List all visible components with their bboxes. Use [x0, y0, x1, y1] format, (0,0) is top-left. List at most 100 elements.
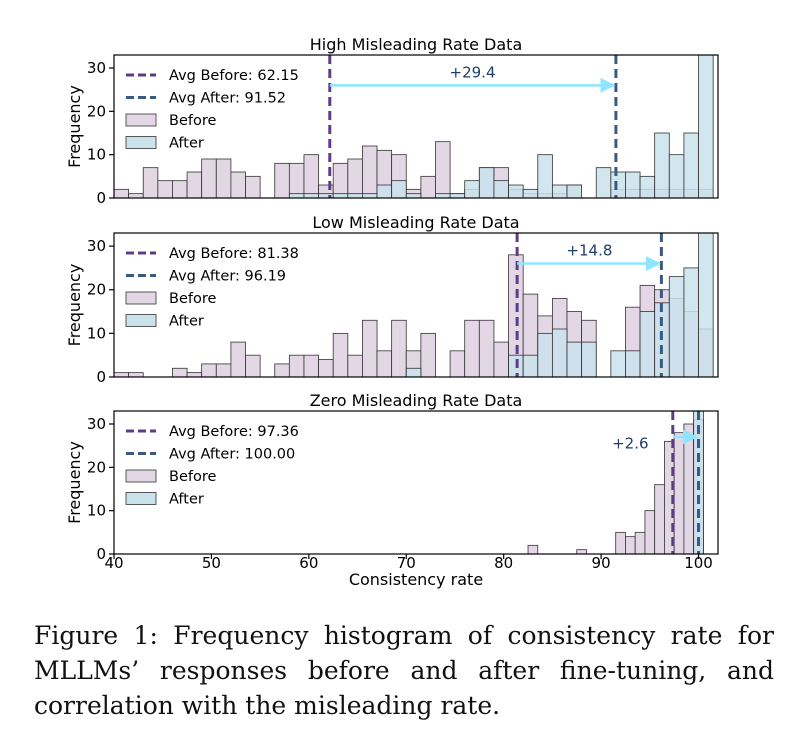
legend-label: After: [169, 314, 204, 330]
bar: [215, 158, 232, 199]
series-after-bars: [288, 54, 714, 199]
legend-label: Avg After: 100.00: [169, 447, 295, 463]
bar: [551, 328, 568, 378]
y-tick-label: 0: [96, 545, 106, 563]
x-tick-label: 40: [104, 554, 123, 572]
bar: [581, 341, 597, 378]
legend-label: After: [169, 136, 204, 152]
bar: [113, 372, 130, 378]
bar: [654, 132, 670, 199]
legend-label: Avg After: 91.52: [169, 91, 286, 107]
bar: [449, 193, 466, 199]
bar: [288, 193, 305, 199]
legend-patch-swatch: [125, 113, 157, 127]
bar: [405, 367, 422, 378]
bar: [644, 510, 656, 555]
bar: [508, 184, 524, 199]
improvement-label: +14.8: [566, 241, 612, 259]
bar: [362, 145, 378, 199]
panel-title: Zero Misleading Rate Data: [310, 391, 523, 410]
bar: [566, 184, 583, 199]
bar: [683, 423, 695, 555]
panel-title: High Misleading Rate Data: [310, 35, 523, 54]
bar: [274, 363, 290, 378]
bar: [639, 311, 656, 378]
y-tick-label: 0: [96, 368, 106, 386]
bar: [698, 54, 714, 199]
y-axis-label: Frequency: [65, 441, 84, 524]
bar: [303, 154, 319, 199]
bar: [274, 162, 290, 199]
x-tick-label: 90: [592, 554, 611, 572]
chart-panel-1: +29.4 0 10 20 30 High Misleading Rate Data Fre…: [65, 35, 719, 207]
bar: [347, 354, 363, 378]
y-tick-label: 20: [87, 281, 106, 299]
bar: [625, 350, 641, 378]
bar: [332, 193, 349, 199]
bar: [522, 354, 539, 378]
bar: [683, 132, 699, 199]
y-tick-label: 10: [87, 324, 106, 342]
bar: [478, 167, 495, 199]
legend-label: Avg Before: 97.36: [169, 424, 299, 440]
y-tick-label: 30: [87, 415, 106, 433]
bar: [435, 141, 451, 199]
bar: [201, 158, 217, 199]
bar: [288, 162, 305, 199]
bar: [464, 180, 480, 199]
bar: [201, 363, 217, 378]
bar: [128, 372, 144, 378]
bar: [142, 167, 159, 199]
bar: [493, 180, 509, 199]
legend-patch-swatch: [125, 492, 157, 505]
bar: [172, 367, 188, 378]
bar: [625, 536, 636, 555]
legend: Avg Before: 97.36 Avg After: 100.00 Before…: [125, 424, 299, 508]
bar: [172, 180, 188, 199]
legend: Avg Before: 62.15 Avg After: 91.52 Before A…: [125, 68, 299, 152]
y-tick-label: 30: [87, 59, 106, 77]
bar: [634, 531, 646, 555]
x-tick-label: 70: [397, 554, 416, 572]
bar: [376, 350, 393, 378]
bar: [215, 363, 232, 378]
legend-label: Before: [169, 469, 216, 485]
bar: [673, 432, 685, 555]
y-tick-label: 20: [87, 102, 106, 120]
bar: [318, 359, 334, 378]
bar: [595, 167, 612, 199]
y-tick-label: 10: [87, 146, 106, 164]
x-tick-label: 80: [494, 554, 513, 572]
histogram-figure: +29.4 0 10 20 30 High Misleading Rate Data Fre…: [65, 35, 719, 589]
bar: [332, 332, 349, 378]
legend-patch-swatch: [125, 314, 157, 327]
bar: [527, 544, 539, 555]
axes-frame: [113, 410, 719, 555]
bar: [420, 175, 436, 199]
bar: [537, 154, 553, 199]
bar: [332, 162, 349, 199]
bar: [668, 154, 685, 199]
bar: [668, 276, 685, 378]
chart-panel-3: +2.6 0 10 20 30 40 50 60 70 80 90 100 Zero Misleadin…: [65, 391, 719, 589]
bar: [420, 332, 436, 378]
bar: [391, 180, 407, 199]
x-tick-label: 60: [299, 554, 318, 572]
bar: [376, 184, 393, 199]
bar: [654, 484, 665, 555]
bar: [288, 354, 305, 378]
bar: [625, 171, 641, 199]
bar: [186, 372, 203, 378]
improvement-label: +29.4: [450, 63, 496, 81]
y-tick-label: 30: [87, 237, 106, 255]
bar: [698, 232, 714, 378]
bar: [551, 184, 568, 199]
bar: [157, 180, 173, 199]
bar: [128, 193, 144, 199]
bar: [464, 319, 480, 378]
y-axis-label: Frequency: [65, 85, 84, 168]
bar: [347, 193, 363, 199]
bar: [362, 319, 378, 378]
legend-label: Avg Before: 81.38: [169, 246, 299, 262]
bar: [113, 188, 130, 199]
